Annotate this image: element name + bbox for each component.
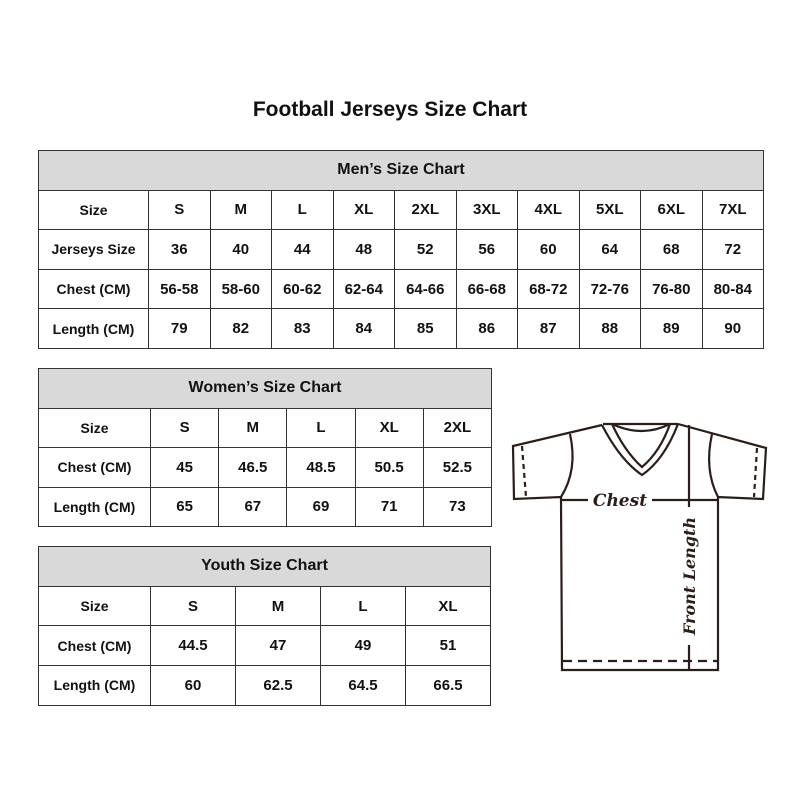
women-size-table: Women’s Size Chart Size S M L XL 2XL Chest (CM)… xyxy=(38,368,493,527)
table-cell: 60 xyxy=(150,665,236,706)
table-cell: 76-80 xyxy=(640,268,703,310)
table-cell: 36 xyxy=(148,229,211,270)
collar-inner xyxy=(611,423,672,469)
table-cell: 62-64 xyxy=(332,268,395,310)
table-cell: 40 xyxy=(209,229,272,270)
table-cell: 44 xyxy=(271,229,334,270)
table-cell: L xyxy=(286,407,356,448)
table-cell: 5XL xyxy=(578,189,641,231)
table-cell: XL xyxy=(332,189,395,231)
table-cell: 44.5 xyxy=(150,625,236,667)
table-cell: 72-76 xyxy=(578,268,641,310)
left-cuff-dash xyxy=(520,445,528,498)
row-label: Size xyxy=(38,585,151,627)
table-row: Size S M L XL xyxy=(38,585,491,627)
women-table-heading: Women’s Size Chart xyxy=(38,368,492,409)
table-cell: L xyxy=(320,585,406,627)
table-cell: 85 xyxy=(394,308,457,349)
table-cell: 68 xyxy=(640,229,703,270)
table-cell: 88 xyxy=(578,308,641,349)
youth-table-heading: Youth Size Chart xyxy=(38,546,491,587)
collar-outer xyxy=(601,423,680,477)
table-row: Length (CM) 60 62.5 64.5 66.5 xyxy=(38,665,491,706)
table-row: Size S M L XL 2XL xyxy=(38,407,493,448)
table-cell: 73 xyxy=(422,486,493,527)
table-cell: L xyxy=(271,189,334,231)
page-title: Football Jerseys Size Chart xyxy=(252,98,528,121)
men-size-table: Men’s Size Chart Size S M L XL 2XL 3XL 4XL 5XL 6XL… xyxy=(38,150,764,349)
table-cell: 48.5 xyxy=(286,447,356,488)
table-cell: 64.5 xyxy=(320,665,406,706)
table-cell: M xyxy=(218,407,288,448)
table-cell: 90 xyxy=(701,308,764,349)
table-cell: 87 xyxy=(517,308,580,349)
row-label: Chest (CM) xyxy=(38,447,151,488)
row-label: Chest (CM) xyxy=(38,625,151,667)
table-cell: XL xyxy=(405,585,491,627)
table-cell: XL xyxy=(354,407,424,448)
table-cell: 60-62 xyxy=(271,268,334,310)
table-cell: S xyxy=(150,585,236,627)
table-cell: 45 xyxy=(149,447,220,488)
right-cuff-dash xyxy=(752,447,759,498)
youth-size-table: Youth Size Chart Size S M L XL Chest (CM) 44.5 4… xyxy=(38,546,491,706)
chest-label: Chest xyxy=(593,491,647,511)
row-label: Jerseys Size xyxy=(38,229,149,270)
table-cell: 67 xyxy=(218,486,288,527)
row-label: Size xyxy=(38,407,151,448)
table-cell: 51 xyxy=(405,625,491,667)
table-cell: 6XL xyxy=(640,189,703,231)
table-cell: 2XL xyxy=(422,407,493,448)
table-cell: 82 xyxy=(209,308,272,349)
front-length-label: Front Length xyxy=(680,517,699,636)
table-cell: M xyxy=(235,585,321,627)
men-table-heading: Men’s Size Chart xyxy=(38,150,764,191)
row-label: Size xyxy=(38,189,149,231)
table-cell: S xyxy=(149,407,220,448)
table-cell: 84 xyxy=(332,308,395,349)
table-row: Size S M L XL 2XL 3XL 4XL 5XL 6XL 7XL xyxy=(38,189,764,231)
jersey-outline xyxy=(511,422,768,672)
right-armhole xyxy=(708,433,719,498)
table-cell: 68-72 xyxy=(517,268,580,310)
table-cell: 65 xyxy=(149,486,220,527)
table-cell: 50.5 xyxy=(354,447,424,488)
table-row: Length (CM) 79 82 83 84 85 86 87 88 89 90 xyxy=(38,308,764,349)
table-cell: 80-84 xyxy=(701,268,764,310)
table-cell: 62.5 xyxy=(235,665,321,706)
row-label: Length (CM) xyxy=(38,308,149,349)
table-cell: 86 xyxy=(455,308,518,349)
table-cell: 7XL xyxy=(701,189,764,231)
collar-band xyxy=(603,422,678,433)
left-armhole xyxy=(560,433,574,498)
table-cell: 48 xyxy=(332,229,395,270)
table-cell: 79 xyxy=(148,308,211,349)
table-cell: 56-58 xyxy=(148,268,211,310)
row-label: Length (CM) xyxy=(38,486,151,527)
table-row: Chest (CM) 44.5 47 49 51 xyxy=(38,625,491,667)
table-cell: 52.5 xyxy=(422,447,493,488)
table-cell: 66-68 xyxy=(455,268,518,310)
table-cell: 60 xyxy=(517,229,580,270)
table-cell: 66.5 xyxy=(405,665,491,706)
table-row: Chest (CM) 45 46.5 48.5 50.5 52.5 xyxy=(38,447,493,488)
table-row: Length (CM) 65 67 69 71 73 xyxy=(38,486,493,527)
table-cell: 69 xyxy=(286,486,356,527)
table-cell: 47 xyxy=(235,625,321,667)
table-cell: 71 xyxy=(354,486,424,527)
table-cell: 49 xyxy=(320,625,406,667)
table-row: Jerseys Size 36 40 44 48 52 56 60 64 68 72 xyxy=(38,229,764,270)
